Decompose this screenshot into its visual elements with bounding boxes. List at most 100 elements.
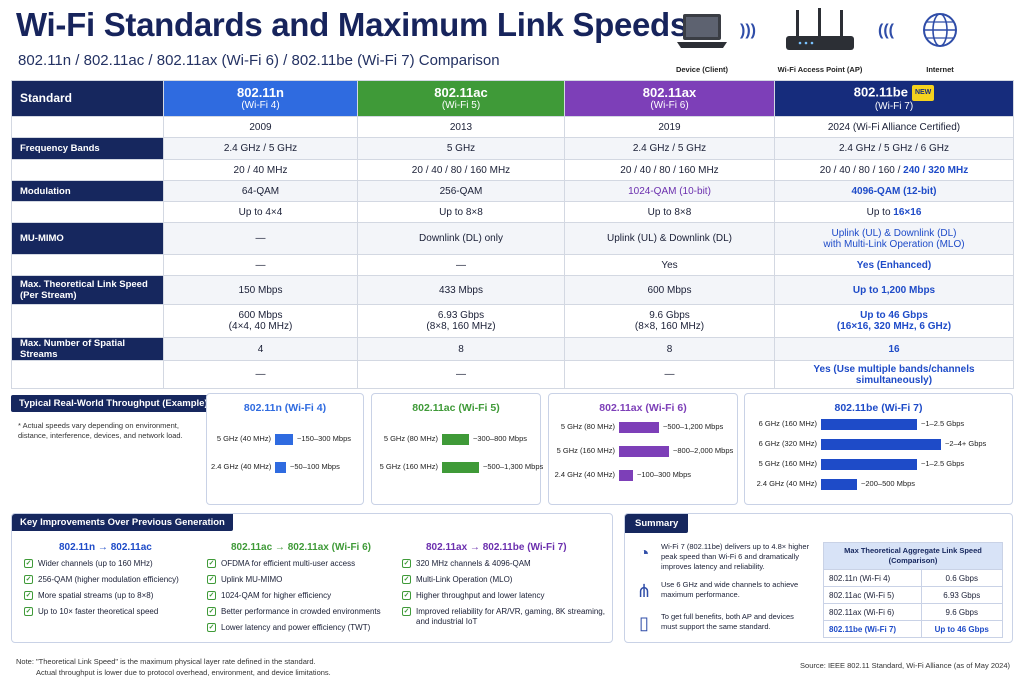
- network-nodes-icon: ⋔: [636, 581, 652, 601]
- throughput-note: * Actual speeds vary depending on enviro…: [18, 421, 183, 440]
- throughput-row: 5 GHz (80 MHz) ~500–1,200 Mbps: [549, 422, 737, 436]
- throughput-value: ~100–300 Mbps: [637, 470, 692, 479]
- throughput-value: ~800–2,000 Mbps: [673, 446, 734, 455]
- throughput-value: ~500–1,300 Mbps: [483, 462, 544, 471]
- throughput-group-title: 802.11n (Wi-Fi 4): [243, 402, 327, 414]
- table-cell: Downlink (DL) only: [357, 222, 565, 255]
- band-label: 2.4 GHz (40 MHz): [756, 479, 817, 488]
- throughput-value: ~1–2.5 Gbps: [921, 419, 965, 428]
- table-cell: 2019: [564, 116, 775, 138]
- summary-speed: Up to 46 Gbps: [920, 620, 1003, 638]
- band-label: 5 GHz (160 MHz): [556, 446, 615, 455]
- table-row: Modulation 64-QAM 256-QAM 1024-QAM (10-bit)…: [11, 180, 1014, 202]
- laptop-icon: [677, 14, 727, 48]
- table-cell: 20 / 40 MHz: [163, 159, 358, 181]
- router-icon: [786, 8, 854, 50]
- check-icon: ✓: [24, 559, 33, 568]
- table-cell: 2.4 GHz / 5 GHz: [163, 137, 358, 160]
- check-icon: ✓: [402, 607, 411, 616]
- improvement-item: ✓ OFDMA for efficient multi-user access: [207, 559, 356, 568]
- page-title: Wi-Fi Standards and Maximum Link Speeds: [16, 6, 688, 43]
- summary-tag: Summary: [625, 514, 689, 533]
- throughput-row: 5 GHz (40 MHz) ~150–300 Mbps: [207, 434, 363, 448]
- table-cell: 4: [163, 337, 358, 361]
- table-cell: 8: [564, 337, 775, 361]
- improvement-item: ✓ Uplink MU-MIMO: [207, 575, 283, 584]
- check-icon: ✓: [402, 591, 411, 600]
- summary-table-row: 802.11n (Wi-Fi 4) 0.6 Gbps: [823, 569, 1003, 587]
- table-cell: 433 Mbps: [357, 275, 565, 305]
- header-standard: Standard: [11, 80, 164, 117]
- summary-standard: 802.11be (Wi-Fi 7): [823, 620, 922, 638]
- improvement-item: ✓ 1024-QAM for higher efficiency: [207, 591, 332, 600]
- table-row: Max. Number of Spatial Streams 4 8 8 16: [11, 337, 1014, 361]
- table-cell: Yes (Use multiple bands/channels simultan…: [774, 360, 1014, 389]
- check-icon: ✓: [24, 575, 33, 584]
- row-label: Max. Number of Spatial Streams: [11, 337, 164, 361]
- table-cell: 9.6 Gbps (8×8, 160 MHz): [564, 304, 775, 338]
- throughput-group-title: 802.11ac (Wi-Fi 5): [412, 402, 500, 414]
- table-cell: Up to 1,200 Mbps: [774, 275, 1014, 305]
- table-row: Channel Bandwidth 20 / 40 MHz 20 / 40 / 80…: [11, 159, 1014, 181]
- table-cell: —: [357, 360, 565, 389]
- summary-speed: 0.6 Gbps: [920, 569, 1003, 587]
- table-row: Max. Theoretical Link Speed (Aggregate) 60…: [11, 304, 1014, 338]
- table-header-row: Standard 802.11n (Wi-Fi 4) 802.11ac (Wi-Fi…: [11, 80, 1014, 117]
- table-row: Frequency Bands 2.4 GHz / 5 GHz 5 GHz 2.4 G…: [11, 137, 1014, 160]
- internet: Internet: [912, 8, 968, 74]
- check-icon: ✓: [207, 607, 216, 616]
- improvements-panel: Key Improvements Over Previous Generatio…: [11, 513, 613, 643]
- table-cell: —: [163, 360, 358, 389]
- throughput-row: 5 GHz (80 MHz) ~300–800 Mbps: [372, 434, 540, 448]
- throughput-value: ~150–300 Mbps: [297, 434, 352, 443]
- table-cell: 1024-QAM (10-bit): [564, 180, 775, 202]
- table-cell: 20 / 40 / 80 / 160 / 240 / 320 MHz: [774, 159, 1014, 181]
- check-icon: ✓: [402, 575, 411, 584]
- wifi-wave-icon: (((: [878, 22, 894, 39]
- check-icon: ✓: [207, 559, 216, 568]
- summary-speed: 9.6 Gbps: [920, 603, 1003, 621]
- speedometer-icon: ◔: [638, 543, 650, 563]
- table-cell: 5 GHz: [357, 137, 565, 160]
- row-label: Spatial Streams (SS): [11, 201, 164, 223]
- throughput-bar: [619, 422, 659, 433]
- access-point: Wi-Fi Access Point (AP): [770, 8, 870, 74]
- throughput-group: 802.11ac (Wi-Fi 5) 5 GHz (80 MHz) ~300–800…: [371, 393, 544, 505]
- footer-source: Source: IEEE 802.11 Standard, Wi-Fi Alli…: [800, 661, 1010, 670]
- throughput-value: ~500–1,200 Mbps: [663, 422, 724, 431]
- throughput-tag: Typical Real-World Throughput (Example): [11, 395, 216, 412]
- improvement-item: ✓ More spatial streams (up to 8×8): [24, 591, 154, 600]
- throughput-group: 802.11be (Wi-Fi 7) 6 GHz (160 MHz) ~1–2.5 …: [744, 393, 1013, 505]
- throughput-row: 5 GHz (160 MHz) ~800–2,000 Mbps: [549, 446, 737, 460]
- check-icon: ✓: [207, 623, 216, 632]
- table-cell: Up to 46 Gbps (16×16, 320 MHz, 6 GHz): [774, 304, 1014, 338]
- summary-table-row: 802.11be (Wi-Fi 7) Up to 46 Gbps: [823, 620, 1003, 638]
- band-label: 2.4 GHz (40 MHz): [554, 470, 615, 479]
- check-icon: ✓: [207, 591, 216, 600]
- summary-table-title: Max Theoretical Aggregate Link Speed (Com…: [823, 542, 1003, 570]
- table-row: OFDMA — — Yes Yes (Enhanced): [11, 254, 1014, 276]
- throughput-value: ~200–500 Mbps: [861, 479, 916, 488]
- throughput-row: 2.4 GHz (40 MHz) ~100–300 Mbps: [549, 470, 737, 484]
- new-badge: NEW: [911, 85, 935, 101]
- table-cell: —: [357, 254, 565, 276]
- throughput-group-title: 802.11be (Wi-Fi 7): [834, 402, 923, 414]
- throughput-value: ~1–2.5 Gbps: [921, 459, 965, 468]
- row-label: Frequency Bands: [11, 137, 164, 160]
- ap-label: Wi-Fi Access Point (AP): [777, 65, 863, 74]
- summary-speed-table: Max Theoretical Aggregate Link Speed (Com…: [823, 542, 1003, 638]
- table-cell: 2.4 GHz / 5 GHz: [564, 137, 775, 160]
- summary-speed: 6.93 Gbps: [920, 586, 1003, 604]
- throughput-row: 5 GHz (160 MHz) ~500–1,300 Mbps: [372, 462, 544, 476]
- table-row: Multi-Link Operation (MLO) — — — Yes (Use mu…: [11, 360, 1014, 389]
- table-cell: —: [163, 222, 358, 255]
- row-label: OFDMA: [11, 254, 164, 276]
- improvement-column: 802.11ac → 802.11ax (Wi-Fi 6) ✓ OFDMA for …: [207, 542, 381, 639]
- throughput-row: 6 GHz (160 MHz) ~1–2.5 Gbps: [745, 419, 1012, 433]
- improvement-item: ✓ Better performance in crowded environme…: [207, 607, 381, 616]
- band-label: 5 GHz (40 MHz): [216, 434, 271, 443]
- summary-panel: Summary ◔ Wi-Fi 7 (802.11be) delivers up …: [624, 513, 1013, 643]
- row-label: Modulation: [11, 180, 164, 202]
- throughput-bar: [821, 419, 917, 430]
- throughput-bar: [442, 434, 469, 445]
